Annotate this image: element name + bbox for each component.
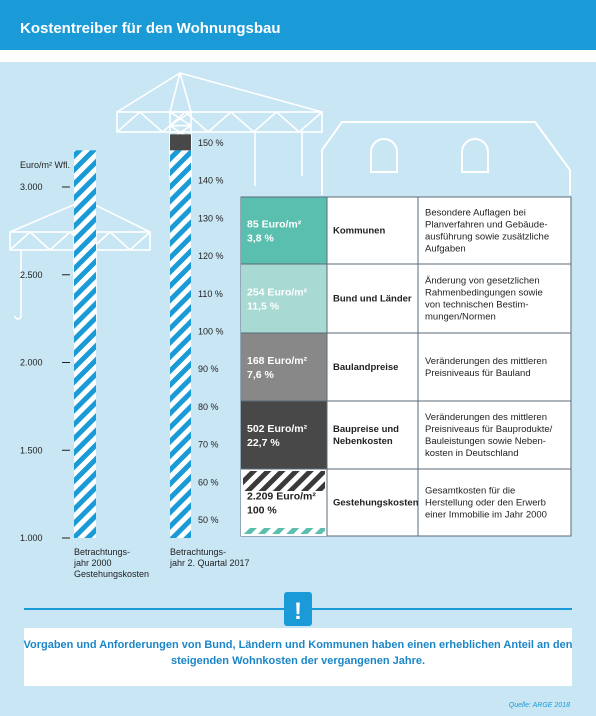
row-description: ausführung sowie zusätzliche bbox=[425, 232, 549, 243]
y2-tick-label: 130 % bbox=[198, 213, 224, 223]
legend-table: 85 Euro/m² 3,8 % Kommunen Besondere Auflage… bbox=[240, 196, 572, 537]
chart-axes: Euro/m² Wfl. 1.000 1.500 2.000 2.500 3.000 50 … bbox=[20, 138, 250, 579]
x-category-label: jahr 2000 bbox=[73, 558, 112, 568]
row-description: von technischen Bestim- bbox=[425, 300, 529, 311]
y-tick-label: 1.000 bbox=[20, 533, 43, 543]
table-row: 168 Euro/m² 7,6 % Baulandpreise Veränderung… bbox=[241, 332, 571, 401]
table-row: 254 Euro/m² 11,5 % Bund und Länder Änderung… bbox=[241, 263, 571, 333]
source-note: Quelle: ARGE 2018 bbox=[509, 702, 570, 709]
row-category: Bund und Länder bbox=[333, 294, 412, 305]
y2-tick-label: 90 % bbox=[198, 364, 219, 374]
crane-large-peak bbox=[169, 72, 192, 113]
row-swatch-inner bbox=[243, 491, 325, 528]
row-description: Preisniveaus für Bauprodukte/ bbox=[425, 424, 553, 435]
row-description: Bauleistungen sowie Neben- bbox=[425, 436, 546, 447]
row-description: Veränderungen des mittleren bbox=[425, 412, 547, 423]
row-swatch-hatch-top bbox=[243, 471, 325, 491]
row-percent: 3,8 % bbox=[247, 233, 275, 245]
table-row: 502 Euro/m² 22,7 % Baupreise undNebenkoste… bbox=[241, 400, 571, 469]
exclamation-icon-glyph: ! bbox=[294, 598, 302, 625]
row-description: Rahmenbedingungen sowie bbox=[425, 288, 543, 299]
row-amount: 85 Euro/m² bbox=[247, 219, 302, 231]
footer-box bbox=[24, 628, 572, 686]
y2-tick-label: 70 % bbox=[198, 440, 219, 450]
row-swatch-bauland bbox=[241, 333, 327, 401]
row-amount: 254 Euro/m² bbox=[247, 287, 308, 299]
row-description: Änderung von gesetzlichen bbox=[425, 276, 540, 287]
row-category: Nebenkosten bbox=[333, 436, 393, 447]
row-description: Herstellung oder den Erwerb bbox=[425, 498, 546, 509]
row-amount: 502 Euro/m² bbox=[247, 423, 308, 435]
house-outline bbox=[321, 121, 571, 195]
row-description: mungen/Normen bbox=[425, 312, 496, 323]
table-row: 2.209 Euro/m² 100 % Gestehungskosten Gesamt… bbox=[241, 468, 571, 536]
row-category: Kommunen bbox=[333, 226, 385, 237]
row-swatch-hatch-bottom bbox=[243, 528, 325, 534]
row-description: kosten in Deutschland bbox=[425, 448, 518, 459]
row-amount: 2.209 Euro/m² bbox=[247, 491, 316, 503]
y2-tick-label: 150 % bbox=[198, 138, 224, 148]
y-tick-label: 1.500 bbox=[20, 445, 43, 455]
x-category-label: Betrachtungs- bbox=[74, 547, 130, 557]
row-category: Gestehungskosten bbox=[333, 498, 419, 509]
row-percent: 11,5 % bbox=[247, 301, 280, 313]
x-category-label: jahr 2. Quartal 2017 bbox=[169, 558, 250, 568]
y2-tick-label: 80 % bbox=[198, 402, 219, 412]
row-description: Besondere Auflagen bei bbox=[425, 208, 526, 219]
row-category: Baupreise und bbox=[333, 424, 399, 435]
row-description: Planverfahren und Gebäude- bbox=[425, 220, 548, 231]
y2-tick-label: 100 % bbox=[198, 327, 224, 337]
crane-hook-icon bbox=[14, 250, 22, 320]
footer-text-line-2: steigenden Wohnkosten der vergangenen Ja… bbox=[171, 655, 425, 667]
y2-tick-label: 120 % bbox=[198, 251, 224, 261]
row-description: Veränderungen des mittleren bbox=[425, 356, 547, 367]
crane-jib bbox=[116, 111, 323, 133]
row-description: Preisniveaus für Bauland bbox=[425, 368, 531, 379]
row-percent: 22,7 % bbox=[247, 437, 280, 449]
table-row: 85 Euro/m² 3,8 % Kommunen Besondere Auflage… bbox=[241, 196, 571, 264]
x-category-label: Gestehungskosten bbox=[74, 569, 149, 579]
exclamation-icon bbox=[284, 592, 312, 626]
row-description: Gesamtkosten für die bbox=[425, 486, 515, 497]
page-title: Kostentreiber für den Wohnungsbau bbox=[20, 20, 281, 37]
chart-bars bbox=[74, 134, 191, 538]
y2-tick-label: 110 % bbox=[198, 289, 223, 299]
row-description: einer Immobilie im Jahr 2000 bbox=[425, 510, 547, 521]
y-axis-label: Euro/m² Wfl. bbox=[20, 160, 70, 170]
row-percent: 100 % bbox=[247, 505, 277, 517]
y-tick-label: 3.000 bbox=[20, 182, 43, 192]
row-percent: 7,6 % bbox=[247, 369, 275, 381]
y2-tick-label: 50 % bbox=[198, 515, 219, 525]
bar-segment-gestehung bbox=[74, 150, 96, 538]
row-swatch-bund bbox=[241, 264, 327, 333]
row-description: Aufgaben bbox=[425, 244, 466, 255]
footer-text-line-1: Vorgaben und Anforderungen von Bund, Län… bbox=[23, 639, 572, 651]
bar-segment-gestehung bbox=[170, 150, 191, 538]
y2-tick-label: 140 % bbox=[198, 176, 224, 186]
crane-large-hoist bbox=[254, 132, 303, 186]
x-category-label: Betrachtungs- bbox=[170, 547, 226, 557]
y-tick-label: 2.500 bbox=[20, 270, 43, 280]
y-tick-label: 2.000 bbox=[20, 358, 43, 368]
row-category: Baulandpreise bbox=[333, 362, 398, 373]
bar-segment-baupreise bbox=[170, 134, 191, 151]
row-swatch-kommunen bbox=[241, 197, 327, 264]
row-swatch-baupreise bbox=[241, 401, 327, 469]
row-amount: 168 Euro/m² bbox=[247, 355, 308, 367]
y2-tick-label: 60 % bbox=[198, 477, 219, 487]
header-bar bbox=[0, 0, 596, 50]
